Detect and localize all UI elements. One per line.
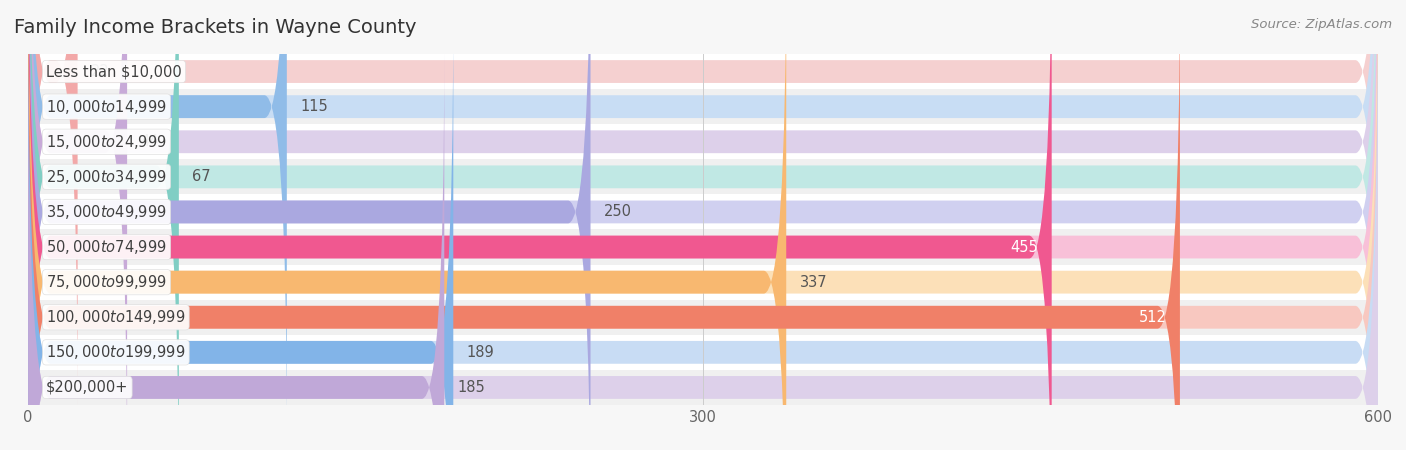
FancyBboxPatch shape [28,0,1052,450]
Text: 455: 455 [1011,239,1038,255]
FancyBboxPatch shape [28,0,591,450]
Text: 250: 250 [605,204,633,220]
FancyBboxPatch shape [28,13,1378,450]
Text: 337: 337 [800,274,827,290]
Text: $35,000 to $49,999: $35,000 to $49,999 [46,203,167,221]
FancyBboxPatch shape [28,48,444,450]
Text: 189: 189 [467,345,495,360]
Text: 67: 67 [193,169,211,184]
FancyBboxPatch shape [28,48,1378,450]
FancyBboxPatch shape [28,0,287,446]
Text: Source: ZipAtlas.com: Source: ZipAtlas.com [1251,18,1392,31]
Bar [28,370,1378,405]
Text: $75,000 to $99,999: $75,000 to $99,999 [46,273,167,291]
Text: Less than $10,000: Less than $10,000 [46,64,181,79]
Bar [28,194,1378,230]
Text: Family Income Brackets in Wayne County: Family Income Brackets in Wayne County [14,18,416,37]
Text: $100,000 to $149,999: $100,000 to $149,999 [46,308,186,326]
Text: $150,000 to $199,999: $150,000 to $199,999 [46,343,186,361]
Text: 185: 185 [458,380,485,395]
Text: $25,000 to $34,999: $25,000 to $34,999 [46,168,167,186]
FancyBboxPatch shape [28,0,77,411]
FancyBboxPatch shape [28,0,1378,450]
FancyBboxPatch shape [28,13,453,450]
Bar [28,54,1378,89]
Bar [28,265,1378,300]
FancyBboxPatch shape [28,0,1180,450]
Bar [28,124,1378,159]
FancyBboxPatch shape [28,0,1378,450]
Text: $50,000 to $74,999: $50,000 to $74,999 [46,238,167,256]
Bar [28,89,1378,124]
FancyBboxPatch shape [28,0,127,450]
FancyBboxPatch shape [28,0,1378,450]
Bar [28,159,1378,194]
Text: 115: 115 [301,99,328,114]
FancyBboxPatch shape [28,0,1378,450]
FancyBboxPatch shape [28,0,1378,411]
FancyBboxPatch shape [28,0,1378,450]
Text: 512: 512 [1139,310,1167,325]
FancyBboxPatch shape [28,0,179,450]
FancyBboxPatch shape [28,0,1378,446]
Bar [28,335,1378,370]
FancyBboxPatch shape [28,0,786,450]
Text: $15,000 to $24,999: $15,000 to $24,999 [46,133,167,151]
Bar [28,230,1378,265]
Text: 44: 44 [141,134,159,149]
Bar [28,300,1378,335]
Text: $200,000+: $200,000+ [46,380,128,395]
FancyBboxPatch shape [28,0,1378,450]
Text: $10,000 to $14,999: $10,000 to $14,999 [46,98,167,116]
Text: 22: 22 [91,64,110,79]
